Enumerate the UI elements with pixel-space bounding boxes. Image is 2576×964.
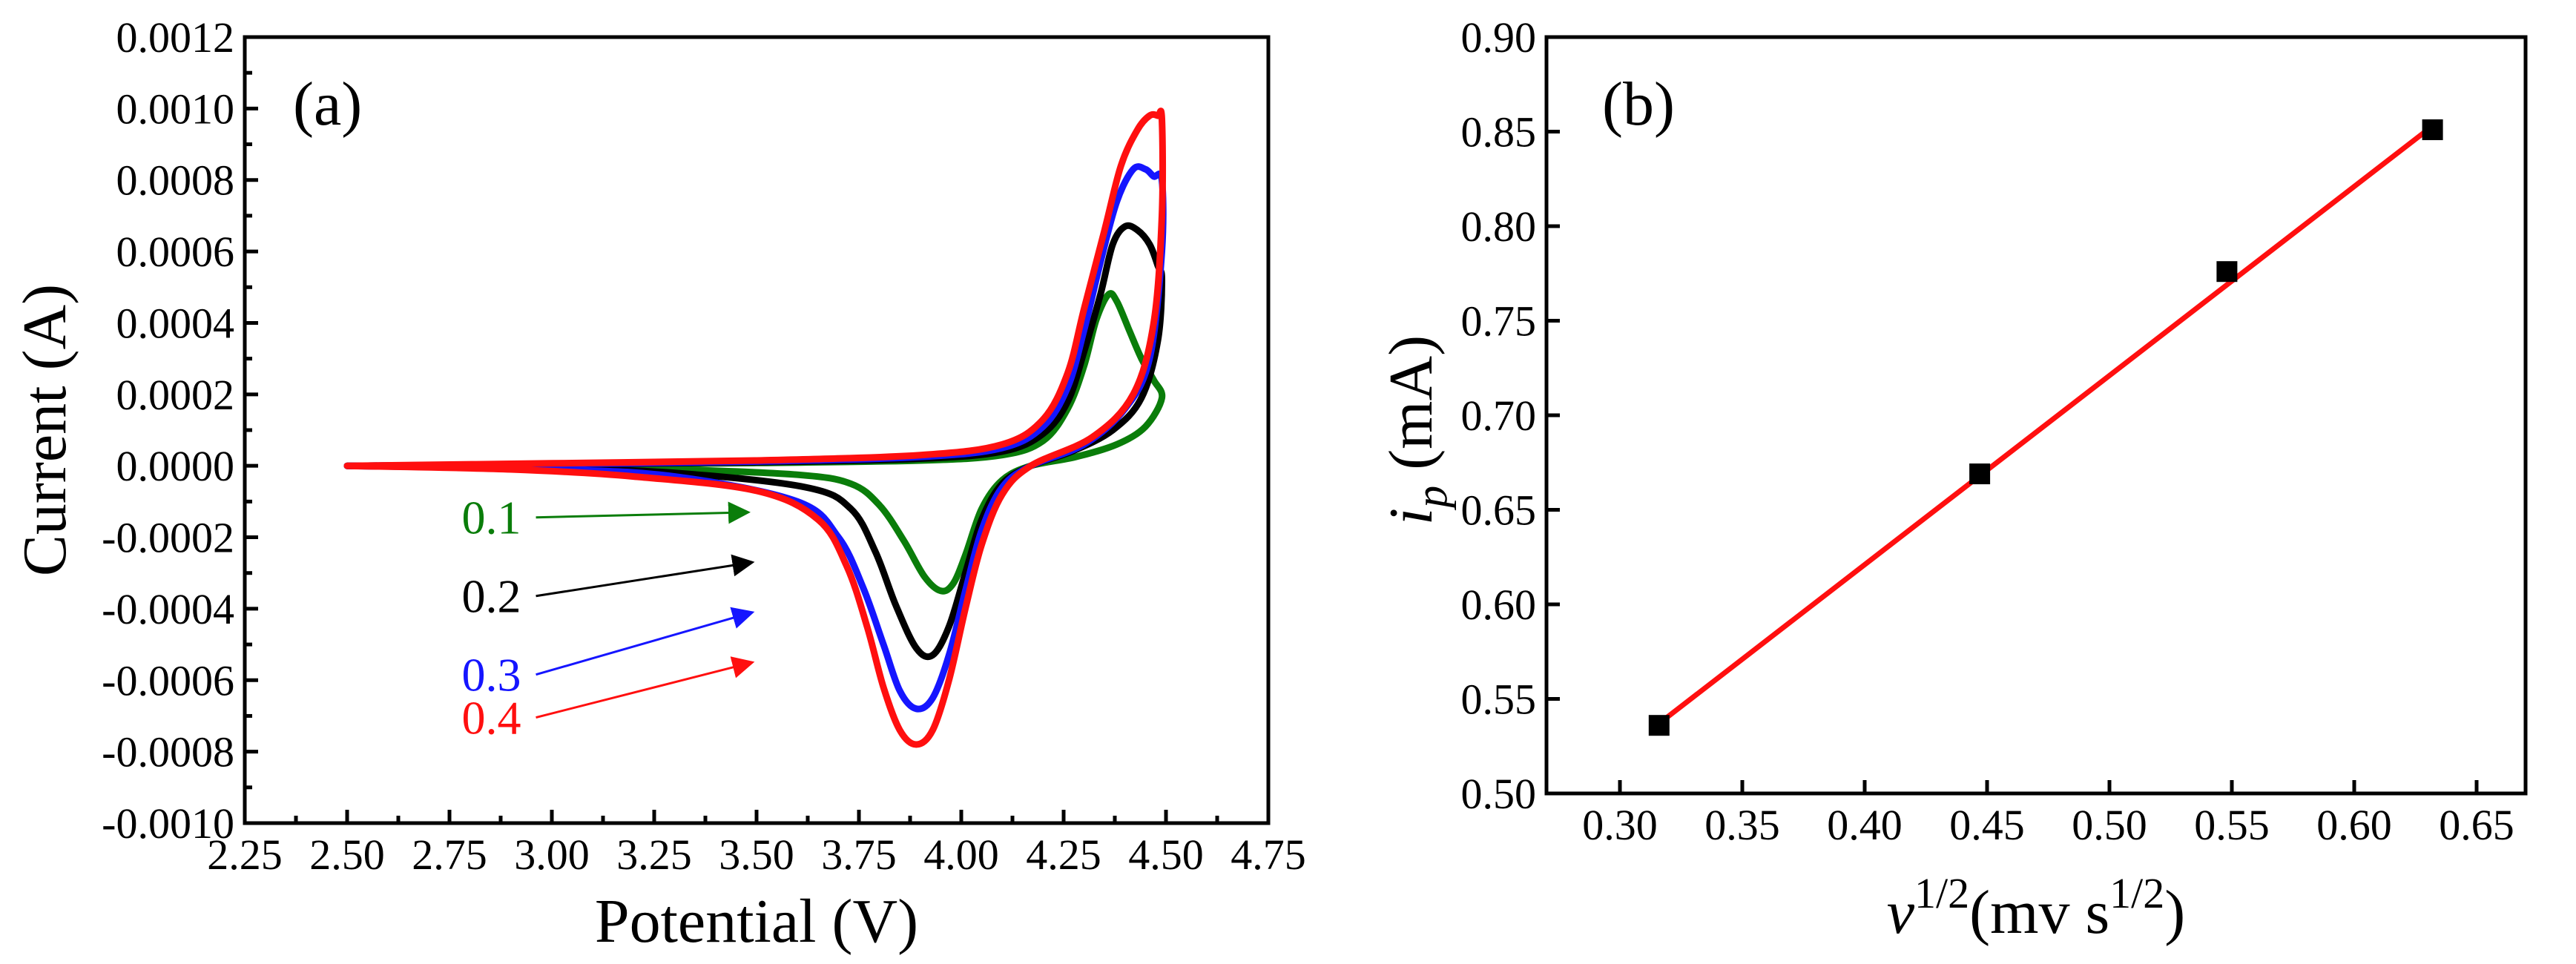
y-axis-ticks: -0.0010 -0.0008 -0.0006 -0.0004 -0.0002 0.000… xyxy=(102,13,258,848)
x-tick-label: 3.00 xyxy=(514,831,590,879)
y-tick-label: 0.0004 xyxy=(116,299,235,347)
plot-frame-b xyxy=(1544,35,2528,796)
x-tick-label: 0.35 xyxy=(1704,801,1780,849)
y-tick-label: 0.0010 xyxy=(116,85,235,133)
data-point-marker xyxy=(2422,119,2443,140)
y-tick-label: 0.65 xyxy=(1461,486,1537,535)
y-axis-title-a: Current (A) xyxy=(10,284,79,576)
y-tick-label: 0.50 xyxy=(1461,770,1537,818)
y-tick-label: -0.0004 xyxy=(102,585,234,633)
cv-curve-0.1 xyxy=(343,290,1166,595)
scan-rate-arrow xyxy=(536,607,755,676)
x-tick-label: 2.75 xyxy=(412,831,487,879)
y-tick-label: 0.80 xyxy=(1461,202,1537,251)
x-tick-label: 0.30 xyxy=(1582,801,1658,849)
x-title-sup2: 1/2 xyxy=(2109,869,2164,917)
y-tick-label: 0.70 xyxy=(1461,392,1537,440)
scan-rate-arrow xyxy=(536,656,755,719)
y-tick-label: 0.60 xyxy=(1461,581,1537,629)
y-tick-label: 0.0006 xyxy=(116,228,235,276)
scan-rate-label: 0.2 xyxy=(462,570,521,623)
x-tick-label: 0.65 xyxy=(2439,801,2514,849)
cv-curve-0.4 xyxy=(343,108,1167,748)
y-axis-ticks-b: 0.50 0.55 0.60 0.65 0.70 0.75 0.80 0.85 0.90 xyxy=(1461,13,1560,818)
scan-rate-label: 0.1 xyxy=(462,492,521,544)
y-tick-label: 0.75 xyxy=(1461,297,1537,346)
x-tick-label: 0.50 xyxy=(2072,801,2147,849)
y-tick-label: 0.0012 xyxy=(116,13,235,62)
x-tick-label: 0.40 xyxy=(1827,801,1903,849)
x-tick-label: 4.75 xyxy=(1231,831,1306,879)
x-axis-title-b: v1/2(mv s1/2) xyxy=(1887,869,2186,947)
data-point-marker xyxy=(1648,715,1670,736)
x-tick-label: 0.55 xyxy=(2194,801,2270,849)
x-tick-label: 3.25 xyxy=(616,831,692,879)
y-tick-label: 0.90 xyxy=(1461,13,1537,62)
y-tick-label: 0.0002 xyxy=(116,371,235,419)
panel-label-a: (a) xyxy=(293,70,362,139)
y-tick-label: 0.0008 xyxy=(116,156,235,205)
data-point-marker xyxy=(1969,463,1991,485)
x-tick-label: 0.60 xyxy=(2316,801,2392,849)
scan-rate-label: 0.4 xyxy=(462,692,521,745)
scan-rate-arrow xyxy=(536,554,755,598)
data-points xyxy=(1648,119,2443,736)
panel-label-b: (b) xyxy=(1602,70,1675,139)
x-tick-label: 4.50 xyxy=(1128,831,1204,879)
x-axis-ticks-b: 0.30 0.35 0.40 0.45 0.50 0.55 0.60 0.65 xyxy=(1582,780,2514,849)
linear-fit-line xyxy=(1656,123,2436,727)
plot-frame-a xyxy=(243,35,1271,825)
y-title-sub: p xyxy=(1407,486,1456,511)
x-tick-label: 3.50 xyxy=(719,831,794,879)
x-tick-label: 4.25 xyxy=(1026,831,1101,879)
y-tick-label: -0.0010 xyxy=(102,799,234,848)
scan-rate-labels: 0.1 0.2 0.30.4 xyxy=(462,492,755,745)
y-tick-label: 0.85 xyxy=(1461,108,1537,156)
y-tick-label: -0.0002 xyxy=(102,514,234,562)
x-tick-label: 2.25 xyxy=(207,831,283,879)
y-tick-label: 0.0000 xyxy=(116,442,235,490)
y-title-unit: (mA) xyxy=(1377,335,1446,486)
x-title-sup: 1/2 xyxy=(1914,869,1969,917)
scan-rate-label: 0.3 xyxy=(462,649,521,701)
data-point-marker xyxy=(2216,261,2238,283)
y-tick-label: -0.0008 xyxy=(102,728,234,776)
x-tick-label: 2.50 xyxy=(309,831,385,879)
x-tick-label: 0.45 xyxy=(1949,801,2025,849)
y-title-symbol: i xyxy=(1377,508,1446,525)
y-tick-label: -0.0006 xyxy=(102,656,234,704)
x-axis-ticks: 2.25 2.50 2.75 3.00 3.25 3.50 3.75 4.00 4.25 4.50… xyxy=(207,810,1306,879)
chart-panel-b: 0.30 0.35 0.40 0.45 0.50 0.55 0.60 0.65 0.500.5… xyxy=(1377,13,2528,947)
x-axis-title-a: Potential (V) xyxy=(595,887,918,956)
x-title-symbol: v xyxy=(1887,878,1915,947)
x-tick-label: 3.75 xyxy=(821,831,897,879)
x-tick-label: 4.00 xyxy=(923,831,999,879)
x-title-unit: (mv s xyxy=(1969,878,2109,947)
scan-rate-arrow xyxy=(536,501,751,524)
y-tick-label: 0.55 xyxy=(1461,676,1537,724)
fit-line xyxy=(1656,123,2436,727)
cv-curves xyxy=(343,108,1167,748)
x-title-close: ) xyxy=(2164,878,2185,947)
chart-panel-a: 0.1 0.2 0.30.4 2.25 2.50 2.75 3.00 3.25 3.50 3.7… xyxy=(10,13,1306,956)
y-axis-title-b: ip (mA) xyxy=(1377,335,1456,525)
